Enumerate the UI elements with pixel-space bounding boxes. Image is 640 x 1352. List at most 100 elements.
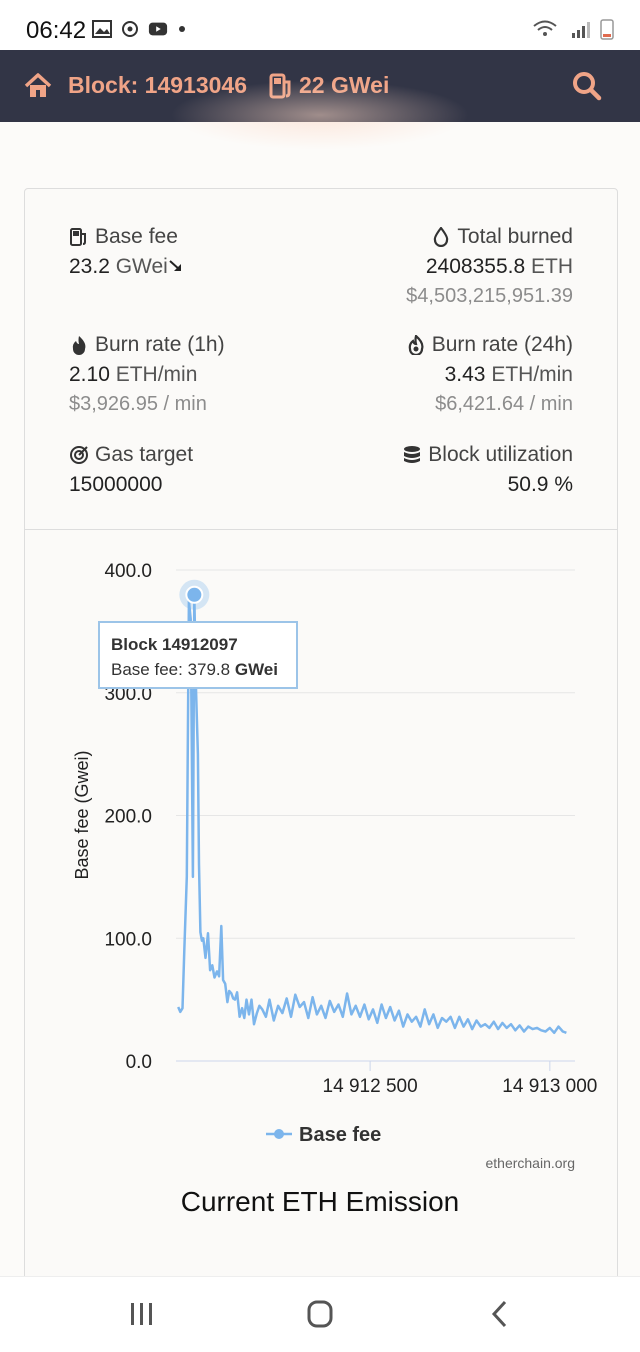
data-point[interactable] [250, 998, 254, 1002]
data-point[interactable] [539, 1028, 543, 1032]
data-point[interactable] [341, 1015, 345, 1019]
data-point[interactable] [453, 1026, 457, 1030]
data-point[interactable] [191, 875, 195, 879]
chart-credits[interactable]: etherchain.org [485, 1155, 575, 1171]
data-point[interactable] [345, 992, 349, 996]
data-point[interactable] [225, 1000, 229, 1004]
data-point[interactable] [410, 1020, 414, 1024]
data-point[interactable] [522, 1030, 526, 1034]
data-point[interactable] [257, 1004, 261, 1008]
data-point[interactable] [393, 1019, 397, 1023]
data-point[interactable] [423, 1007, 427, 1011]
home-icon[interactable] [24, 72, 52, 100]
chart-legend[interactable]: Base fee [266, 1124, 381, 1146]
data-point[interactable] [208, 968, 212, 972]
data-point[interactable] [466, 1017, 470, 1021]
data-point[interactable] [285, 996, 289, 1000]
data-point[interactable] [247, 1012, 251, 1016]
data-point[interactable] [496, 1027, 500, 1031]
data-point[interactable] [235, 990, 239, 994]
data-point[interactable] [531, 1027, 535, 1031]
data-point[interactable] [535, 1026, 539, 1030]
data-point[interactable] [238, 1015, 242, 1019]
data-point[interactable] [240, 1006, 244, 1010]
data-point[interactable] [242, 1016, 246, 1020]
data-point[interactable] [444, 1020, 448, 1024]
data-point[interactable] [204, 956, 208, 960]
home-button-icon[interactable] [302, 1299, 338, 1329]
data-point[interactable] [298, 1005, 302, 1009]
data-point[interactable] [260, 1007, 264, 1011]
data-point[interactable] [518, 1023, 522, 1027]
legend-label[interactable]: Base fee [299, 1124, 381, 1146]
base-fee-series-line[interactable] [177, 593, 567, 1035]
data-point[interactable] [176, 1005, 180, 1009]
data-point[interactable] [324, 1016, 328, 1020]
data-point[interactable] [406, 1012, 410, 1016]
data-point[interactable] [319, 1004, 323, 1008]
data-point[interactable] [219, 924, 223, 928]
search-icon[interactable] [572, 71, 602, 101]
data-point[interactable] [509, 1022, 513, 1026]
data-point[interactable] [564, 1031, 568, 1035]
data-point[interactable] [561, 1030, 565, 1034]
data-point[interactable] [483, 1022, 487, 1026]
data-point[interactable] [272, 1019, 276, 1023]
data-point[interactable] [206, 931, 210, 935]
data-point[interactable] [358, 1015, 362, 1019]
data-point[interactable] [178, 1010, 182, 1014]
data-point[interactable] [349, 1012, 353, 1016]
data-point[interactable] [198, 930, 202, 934]
data-point[interactable] [293, 993, 297, 997]
data-point[interactable] [210, 963, 214, 967]
data-point[interactable] [526, 1025, 530, 1029]
data-point[interactable] [185, 875, 189, 879]
data-point[interactable] [440, 1016, 444, 1020]
data-point[interactable] [280, 1011, 284, 1015]
data-point[interactable] [544, 1030, 548, 1034]
data-point[interactable] [457, 1015, 461, 1019]
data-point[interactable] [217, 974, 221, 978]
data-point[interactable] [201, 936, 205, 940]
data-point[interactable] [557, 1025, 561, 1029]
data-point[interactable] [470, 1027, 474, 1031]
data-point[interactable] [371, 1007, 375, 1011]
data-point[interactable] [229, 992, 233, 996]
data-point[interactable] [255, 1011, 259, 1015]
data-point[interactable] [475, 1019, 479, 1023]
data-point[interactable] [513, 1028, 517, 1032]
data-point[interactable] [196, 752, 200, 756]
data-point[interactable] [380, 1003, 384, 1007]
data-point[interactable] [289, 1015, 293, 1019]
data-point[interactable] [449, 1015, 453, 1019]
data-point[interactable] [397, 1009, 401, 1013]
data-point[interactable] [306, 1016, 310, 1020]
data-point[interactable] [492, 1020, 496, 1024]
data-point[interactable] [245, 998, 249, 1002]
data-point[interactable] [436, 1026, 440, 1030]
data-point[interactable] [548, 1026, 552, 1030]
data-point[interactable] [362, 1003, 366, 1007]
data-point[interactable] [505, 1026, 509, 1030]
data-point[interactable] [337, 1003, 341, 1007]
data-point[interactable] [302, 1000, 306, 1004]
data-point[interactable] [311, 995, 315, 999]
data-point[interactable] [233, 998, 237, 1002]
hover-point[interactable] [185, 585, 204, 604]
data-point[interactable] [431, 1012, 435, 1016]
data-point[interactable] [354, 1004, 358, 1008]
data-point[interactable] [182, 949, 186, 953]
recent-apps-icon[interactable] [124, 1299, 160, 1329]
data-point[interactable] [315, 1012, 319, 1016]
data-point[interactable] [500, 1021, 504, 1025]
data-point[interactable] [375, 1021, 379, 1025]
data-point[interactable] [252, 1022, 256, 1026]
data-point[interactable] [418, 1025, 422, 1029]
data-point[interactable] [221, 978, 225, 982]
data-point[interactable] [384, 1016, 388, 1020]
data-point[interactable] [401, 1025, 405, 1029]
data-point[interactable] [487, 1026, 491, 1030]
data-point[interactable] [181, 1006, 185, 1010]
data-point[interactable] [223, 982, 227, 986]
data-point[interactable] [332, 1010, 336, 1014]
